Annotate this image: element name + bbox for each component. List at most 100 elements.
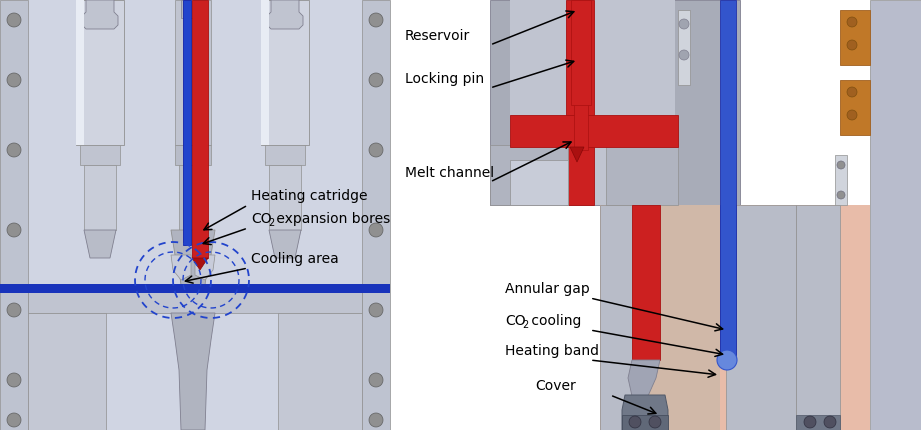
Circle shape [649, 416, 661, 428]
Bar [600, 205, 870, 430]
Polygon shape [570, 147, 584, 162]
Bar [840, 10, 870, 65]
Text: CO: CO [251, 212, 272, 226]
Bar [490, 0, 740, 205]
Polygon shape [628, 360, 660, 430]
Bar [510, 0, 675, 205]
Circle shape [847, 40, 857, 50]
Bar [566, 0, 594, 205]
Text: Melt channel: Melt channel [405, 166, 495, 180]
Circle shape [7, 73, 21, 87]
Circle shape [837, 161, 845, 169]
Circle shape [7, 303, 21, 317]
Circle shape [679, 19, 689, 29]
Bar [84, 165, 116, 230]
Circle shape [369, 13, 383, 27]
Circle shape [7, 143, 21, 157]
Circle shape [679, 50, 689, 60]
Circle shape [629, 416, 641, 428]
Circle shape [847, 87, 857, 97]
Bar [622, 415, 668, 430]
Bar [571, 0, 591, 105]
Circle shape [369, 373, 383, 387]
Bar [632, 205, 720, 430]
Bar [600, 205, 870, 430]
Polygon shape [171, 255, 191, 280]
Text: Annular gap: Annular gap [505, 282, 589, 296]
Circle shape [369, 143, 383, 157]
Text: Heating catridge: Heating catridge [251, 189, 367, 203]
Bar [175, 145, 211, 165]
Circle shape [717, 350, 737, 370]
Bar [80, 145, 120, 165]
Circle shape [369, 73, 383, 87]
Bar [510, 160, 568, 205]
Bar [600, 205, 632, 430]
Text: CO: CO [505, 314, 526, 328]
Bar [261, 0, 309, 145]
Bar [870, 0, 921, 430]
Text: Cooling area: Cooling area [251, 252, 339, 266]
Circle shape [369, 223, 383, 237]
Bar [840, 80, 870, 135]
Bar [192, 0, 208, 258]
Polygon shape [269, 230, 301, 258]
Bar [76, 0, 124, 145]
Circle shape [369, 413, 383, 427]
Bar [0, 0, 390, 430]
Polygon shape [622, 395, 668, 430]
Bar [720, 0, 736, 360]
Circle shape [837, 191, 845, 199]
Bar [606, 130, 678, 205]
Bar [796, 415, 840, 430]
Bar [720, 205, 736, 360]
Text: 2: 2 [268, 218, 274, 228]
Text: Locking pin: Locking pin [405, 72, 484, 86]
Bar [490, 145, 568, 205]
Circle shape [7, 223, 21, 237]
Bar [261, 0, 269, 145]
Circle shape [847, 17, 857, 27]
Circle shape [824, 416, 836, 428]
Polygon shape [192, 258, 208, 270]
Bar [678, 10, 690, 85]
Circle shape [7, 13, 21, 27]
Text: cooling: cooling [527, 314, 581, 328]
Bar [796, 205, 840, 430]
Bar [28, 0, 362, 430]
Circle shape [369, 303, 383, 317]
Polygon shape [267, 0, 303, 29]
Text: Cover: Cover [535, 379, 576, 393]
Bar [175, 0, 211, 145]
Bar [835, 155, 847, 205]
Bar [183, 0, 191, 245]
Bar [181, 0, 205, 18]
Bar [28, 313, 106, 430]
Circle shape [847, 110, 857, 120]
Circle shape [804, 416, 816, 428]
Polygon shape [82, 0, 118, 29]
Bar [76, 0, 84, 145]
Text: 2: 2 [522, 320, 529, 330]
Bar [0, 284, 390, 293]
Bar [510, 115, 678, 147]
Bar [28, 285, 362, 313]
Polygon shape [171, 313, 215, 430]
Bar [278, 313, 362, 430]
Bar [362, 0, 390, 430]
Bar [574, 100, 588, 150]
Bar [726, 205, 796, 430]
Bar [632, 205, 660, 360]
Circle shape [7, 413, 21, 427]
Bar [265, 145, 305, 165]
Bar [405, 0, 921, 430]
Bar [269, 165, 301, 230]
Polygon shape [84, 230, 116, 258]
Polygon shape [195, 255, 215, 280]
Polygon shape [171, 230, 215, 285]
Circle shape [7, 373, 21, 387]
Bar [179, 165, 207, 230]
Text: Heating band: Heating band [505, 344, 599, 358]
Text: Reservoir: Reservoir [405, 29, 471, 43]
Text: expansion bores: expansion bores [272, 212, 391, 226]
